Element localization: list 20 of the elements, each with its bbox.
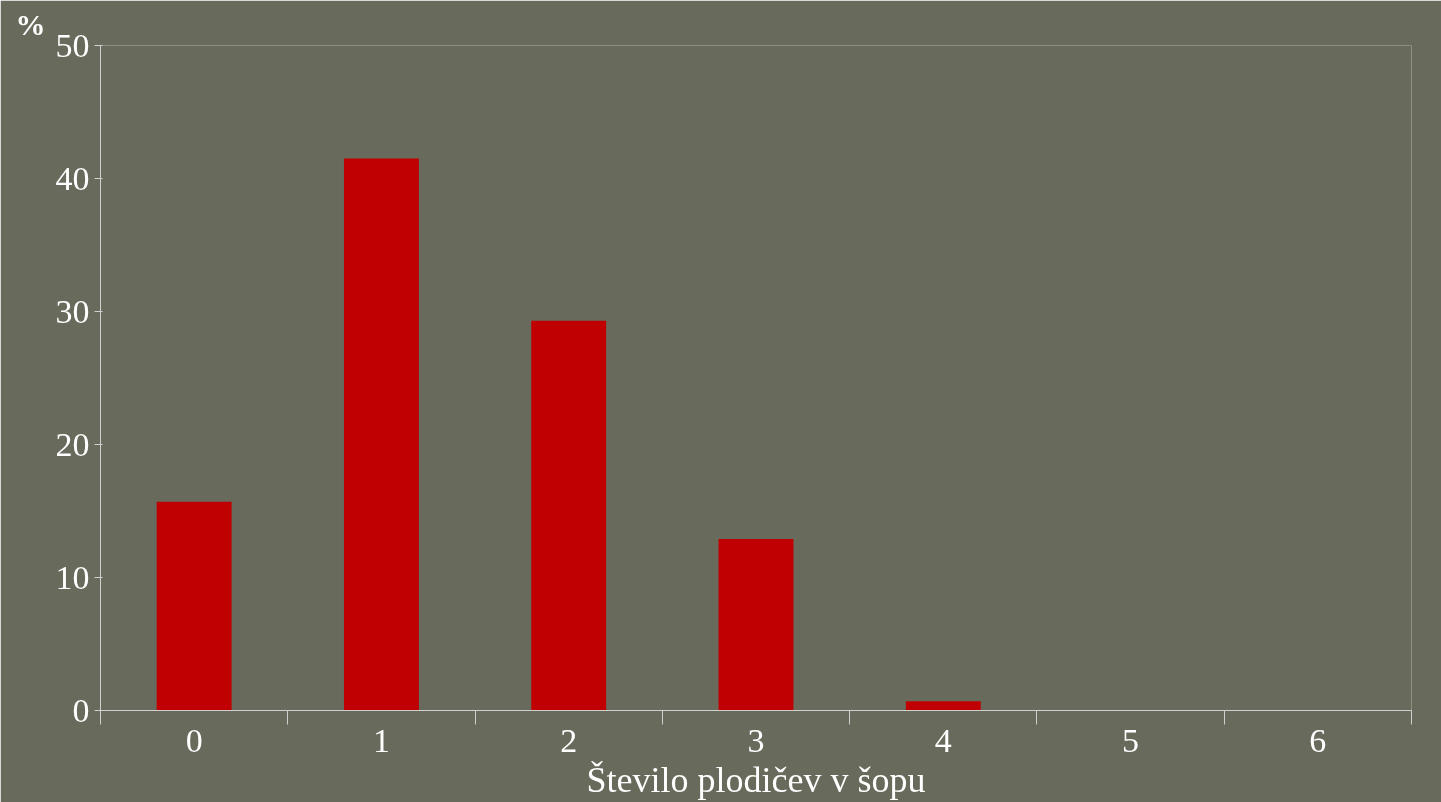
bar [343,158,419,711]
x-axis-title: Število plodičev v šopu [586,759,926,800]
x-tick-label: 4 [934,721,952,759]
x-tick-label: 2 [560,721,578,759]
y-tick-label: 20 [55,425,90,463]
y-tick-label: 0 [72,691,90,729]
y-tick-label: 50 [55,26,90,64]
x-tick-label: 3 [747,721,765,759]
y-tick-label: 10 [55,558,90,596]
y-tick-label: 40 [55,159,90,197]
bar [156,501,232,711]
x-tick-label: 5 [1122,721,1140,759]
x-tick-label: 1 [372,721,390,759]
bar [718,538,794,711]
y-axis-title: % [15,7,46,41]
bar [531,320,607,711]
x-tick-label: 0 [185,721,203,759]
x-tick-label: 6 [1309,721,1327,759]
bar [905,701,981,711]
y-tick-label: 30 [55,292,90,330]
